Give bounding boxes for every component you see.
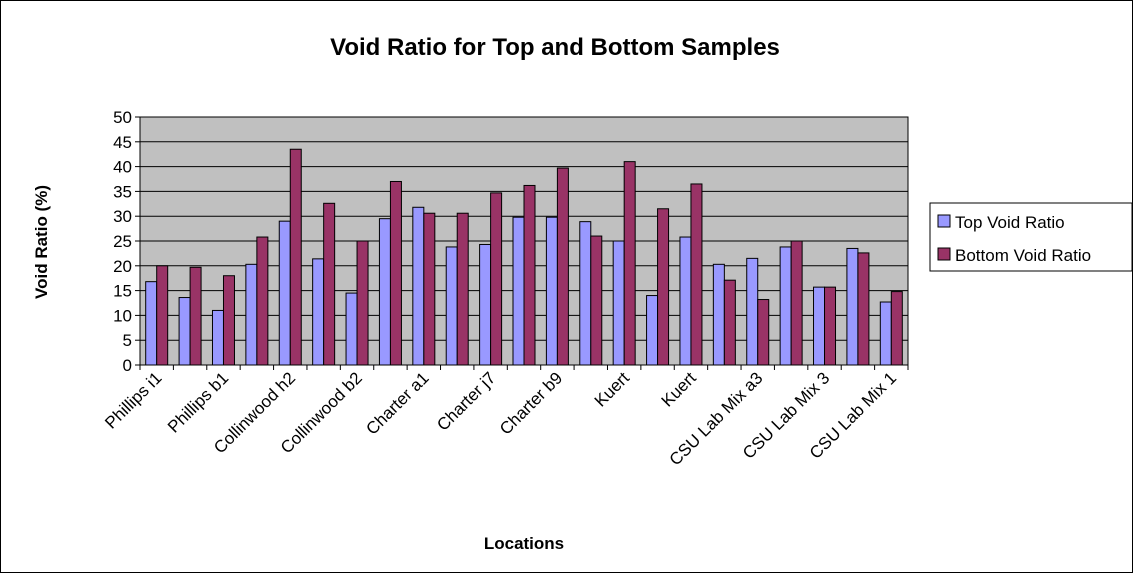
x-tick-label: Kuert <box>658 368 700 410</box>
bar-top-void <box>612 240 625 366</box>
legend-swatch-bottom <box>937 247 951 261</box>
bar-bottom-void <box>256 236 269 366</box>
bar-bottom-void <box>657 208 670 366</box>
y-tick-label: 30 <box>113 207 132 226</box>
bar-bottom-void <box>323 202 336 366</box>
y-tick-label: 20 <box>113 257 132 276</box>
bar-top-void <box>746 257 759 366</box>
bar-top-void <box>445 246 458 366</box>
bar-bottom-void <box>490 192 503 366</box>
y-tick-label: 5 <box>123 331 132 350</box>
legend-box <box>929 202 1133 272</box>
x-tick-label: Phillips b1 <box>164 368 232 436</box>
bar-top-void <box>245 263 258 366</box>
x-tick-label: Charter a1 <box>362 368 432 438</box>
y-axis-title: Void Ratio (%) <box>32 185 51 299</box>
bar-top-void <box>512 216 525 366</box>
bars <box>145 148 903 366</box>
x-tick-label: Kuert <box>591 368 633 410</box>
bar-bottom-void <box>556 167 569 366</box>
bar-top-void <box>579 221 592 366</box>
bar-top-void <box>646 295 659 366</box>
y-tick-label: 15 <box>113 282 132 301</box>
bar-bottom-void <box>389 180 402 366</box>
bar-bottom-void <box>623 161 636 366</box>
bar-top-void <box>779 246 792 366</box>
legend-label-top: Top Void Ratio <box>955 213 1065 232</box>
bar-top-void <box>145 281 158 366</box>
bar-top-void <box>712 263 725 366</box>
legend: Top Void Ratio Bottom Void Ratio <box>929 202 1133 272</box>
bar-bottom-void <box>156 265 169 366</box>
y-tick-label: 0 <box>123 356 132 375</box>
bar-top-void <box>679 236 692 366</box>
bar-top-void <box>879 301 892 366</box>
bar-bottom-void <box>456 212 469 366</box>
bar-bottom-void <box>824 286 837 366</box>
bar-top-void <box>412 206 425 366</box>
bar-top-void <box>378 218 391 366</box>
bar-bottom-void <box>356 240 369 366</box>
legend-label-bottom: Bottom Void Ratio <box>955 246 1091 265</box>
y-tick-label: 10 <box>113 306 132 325</box>
bar-bottom-void <box>222 275 235 366</box>
bar-top-void <box>312 258 325 366</box>
bar-bottom-void <box>289 148 302 366</box>
bar-top-void <box>178 297 191 366</box>
bar-bottom-void <box>423 212 436 366</box>
y-axis-ticks: 0 5 10 15 20 25 30 35 40 45 50 <box>113 108 140 375</box>
y-tick-label: 45 <box>113 133 132 152</box>
bar-bottom-void <box>857 252 870 366</box>
bar-top-void <box>846 247 859 366</box>
bar-top-void <box>211 309 224 366</box>
bar-top-void <box>278 220 291 366</box>
bar-top-void <box>545 216 558 366</box>
chart-title: Void Ratio for Top and Bottom Samples <box>330 34 780 61</box>
x-axis-title: Locations <box>484 534 564 553</box>
y-tick-label: 25 <box>113 232 132 251</box>
bar-bottom-void <box>590 235 603 366</box>
bar-bottom-void <box>523 184 536 366</box>
x-tick-label: Charter b9 <box>496 368 566 438</box>
bar-top-void <box>345 292 358 366</box>
bar-bottom-void <box>723 279 736 366</box>
y-tick-label: 40 <box>113 158 132 177</box>
bar-bottom-void <box>790 240 803 366</box>
legend-swatch-top <box>937 214 951 228</box>
bar-bottom-void <box>690 183 703 366</box>
bar-top-void <box>813 286 826 366</box>
y-tick-label: 35 <box>113 182 132 201</box>
bar-bottom-void <box>890 291 903 366</box>
bar-bottom-void <box>189 266 202 366</box>
x-tick-label: Phillips i1 <box>101 368 165 432</box>
bar-bottom-void <box>757 299 770 366</box>
x-tick-label: Charter j7 <box>433 368 499 434</box>
bar-top-void <box>479 243 492 366</box>
y-tick-label: 50 <box>113 108 132 127</box>
